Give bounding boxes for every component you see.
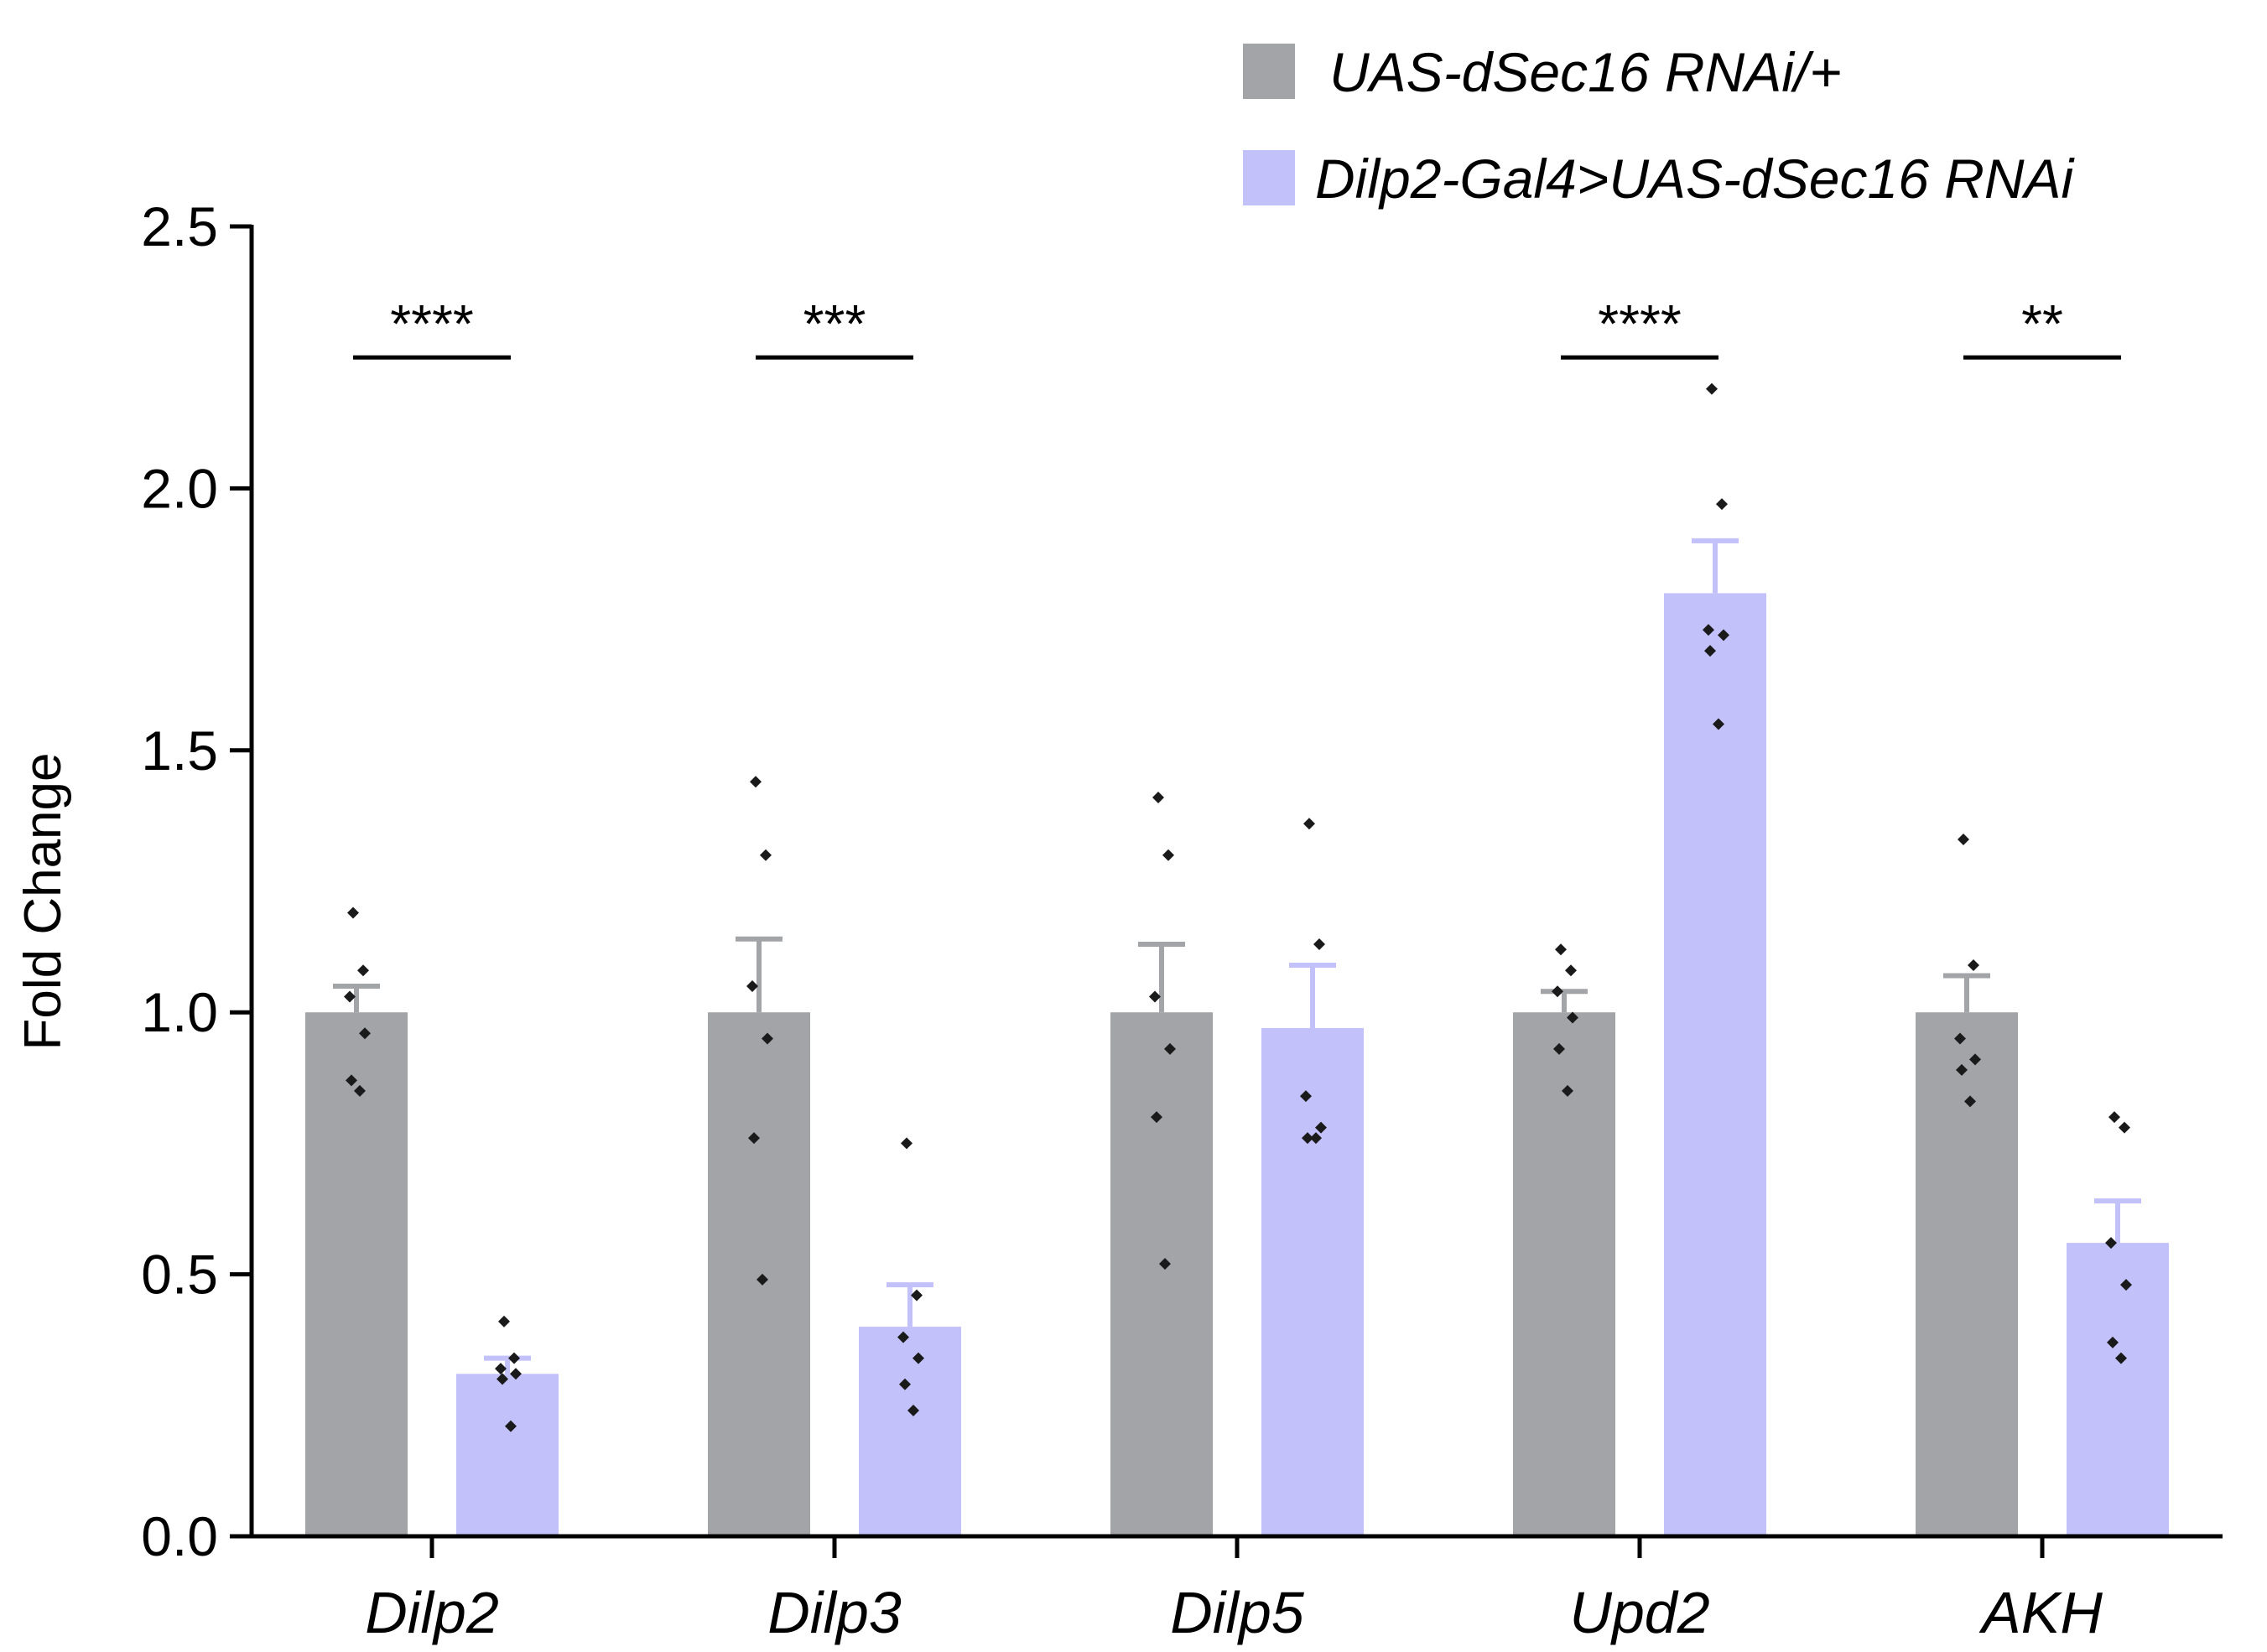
data-point xyxy=(897,1331,909,1343)
bar-upd2-series1 xyxy=(1513,1012,1615,1536)
data-point xyxy=(746,979,758,992)
data-point xyxy=(907,1405,919,1417)
data-point xyxy=(1553,1042,1565,1055)
data-point xyxy=(2119,1121,2130,1134)
data-point xyxy=(1164,1042,1176,1055)
data-point xyxy=(762,1032,773,1045)
data-point xyxy=(354,1084,366,1097)
data-point xyxy=(1969,1053,1981,1066)
data-point xyxy=(913,1352,924,1364)
bar-upd2-series2 xyxy=(1664,593,1766,1536)
significance-label-dilp3: *** xyxy=(803,294,866,354)
data-point xyxy=(1149,990,1161,1003)
x-category-label-dilp2: Dilp2 xyxy=(365,1580,499,1645)
data-point xyxy=(1159,1258,1171,1270)
data-point xyxy=(1562,1084,1573,1097)
data-point xyxy=(510,1368,522,1380)
data-point xyxy=(1152,792,1164,804)
data-point xyxy=(1552,985,1563,998)
data-point xyxy=(1964,1095,1976,1108)
data-point xyxy=(1565,964,1577,977)
data-point xyxy=(1162,849,1174,861)
y-tick-label: 0.0 xyxy=(141,1505,218,1567)
x-category-label-dilp3: Dilp3 xyxy=(767,1580,902,1645)
legend-label-knockdown: Dilp2-Gal4>UAS-dSec16 RNAi xyxy=(1315,148,2076,210)
bar-dilp5-series2 xyxy=(1261,1027,1364,1536)
data-point xyxy=(2115,1352,2127,1364)
legend-label-control: UAS-dSec16 RNAi/+ xyxy=(1329,41,1842,103)
y-tick-label: 1.0 xyxy=(141,981,218,1043)
data-points-layer xyxy=(344,382,2132,1432)
data-point xyxy=(911,1289,923,1301)
data-point xyxy=(1706,382,1718,395)
data-point xyxy=(1313,938,1325,950)
data-point xyxy=(2107,1336,2119,1348)
data-point xyxy=(2108,1111,2120,1124)
data-point xyxy=(1716,498,1728,511)
bar-akh-series1 xyxy=(1916,1012,2018,1536)
data-point xyxy=(760,849,772,861)
data-point xyxy=(347,907,359,919)
data-point xyxy=(1151,1111,1162,1124)
data-point xyxy=(508,1352,520,1364)
significance-label-upd2: **** xyxy=(1598,294,1682,354)
data-point xyxy=(750,776,762,788)
legend-swatch-knockdown xyxy=(1243,150,1295,205)
significance-layer: **** *** **** ** xyxy=(353,294,2121,360)
data-point xyxy=(901,1137,913,1150)
bars-layer xyxy=(305,593,2169,1536)
data-point xyxy=(1303,818,1315,830)
data-point xyxy=(1310,1132,1322,1145)
bar-dilp3-series1 xyxy=(708,1012,810,1536)
data-point xyxy=(1555,943,1567,956)
data-point xyxy=(1954,1032,1966,1045)
data-point xyxy=(498,1315,510,1327)
data-point xyxy=(1704,645,1716,657)
data-point xyxy=(2105,1237,2117,1249)
bar-dilp3-series2 xyxy=(859,1327,961,1536)
data-point xyxy=(344,990,356,1003)
legend-swatch-control xyxy=(1243,44,1295,99)
data-point xyxy=(1713,718,1724,730)
data-point xyxy=(495,1363,507,1375)
bar-dilp2-series1 xyxy=(305,1012,408,1536)
x-category-label-upd2: Upd2 xyxy=(1569,1580,1709,1645)
error-bars-layer xyxy=(333,538,2141,1374)
data-point xyxy=(1703,624,1714,636)
y-tick-label: 2.5 xyxy=(141,195,218,257)
data-point xyxy=(1567,1011,1578,1024)
y-tick-label: 0.5 xyxy=(141,1244,218,1306)
data-point xyxy=(1300,1090,1312,1103)
bar-akh-series2 xyxy=(2067,1243,2169,1536)
data-point xyxy=(1302,1132,1313,1145)
data-point xyxy=(1958,834,1969,846)
data-point xyxy=(1718,629,1729,642)
data-point xyxy=(359,1027,371,1040)
data-point xyxy=(1315,1121,1327,1134)
legend: UAS-dSec16 RNAi/+ Dilp2-Gal4>UAS-dSec16 … xyxy=(1243,41,2076,210)
data-point xyxy=(497,1373,508,1385)
y-tick-label: 2.0 xyxy=(141,457,218,519)
data-point xyxy=(1968,958,1979,971)
data-point xyxy=(505,1420,517,1432)
bar-dilp2-series2 xyxy=(456,1374,559,1536)
data-point xyxy=(2120,1279,2132,1291)
data-point xyxy=(748,1132,760,1145)
significance-label-akh: ** xyxy=(2021,294,2063,354)
y-tick-label: 1.5 xyxy=(141,720,218,782)
data-point xyxy=(346,1074,357,1087)
bar-dilp5-series1 xyxy=(1110,1012,1213,1536)
significance-label-dilp2: **** xyxy=(390,294,474,354)
y-axis-title: Fold Change xyxy=(14,752,72,1050)
axes-layer: 0.0 0.5 1.0 1.5 2.0 2.5 Dilp2 Dilp3 Dilp5 Upd2 AKH xyxy=(141,195,2223,1645)
data-point xyxy=(757,1273,768,1286)
data-point xyxy=(357,964,369,977)
x-category-label-dilp5: Dilp5 xyxy=(1170,1580,1305,1645)
data-point xyxy=(899,1378,911,1390)
x-category-label-akh: AKH xyxy=(1978,1580,2103,1645)
data-point xyxy=(1956,1063,1968,1076)
